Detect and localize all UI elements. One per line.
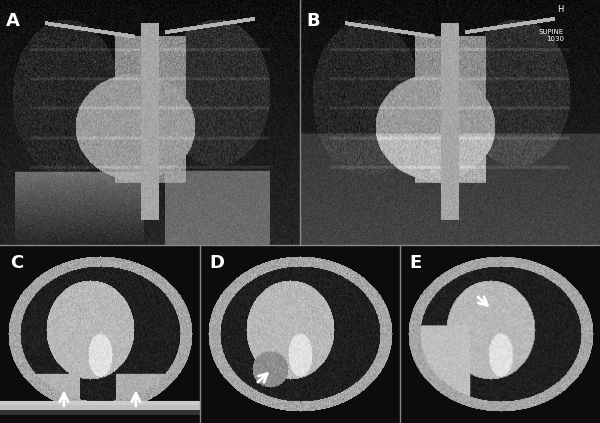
- Text: B: B: [306, 12, 320, 30]
- Text: A: A: [6, 12, 20, 30]
- Text: C: C: [10, 254, 23, 272]
- Text: E: E: [410, 254, 422, 272]
- Text: H: H: [557, 5, 564, 14]
- Text: SUPINE
1030: SUPINE 1030: [539, 30, 564, 42]
- Text: D: D: [210, 254, 225, 272]
